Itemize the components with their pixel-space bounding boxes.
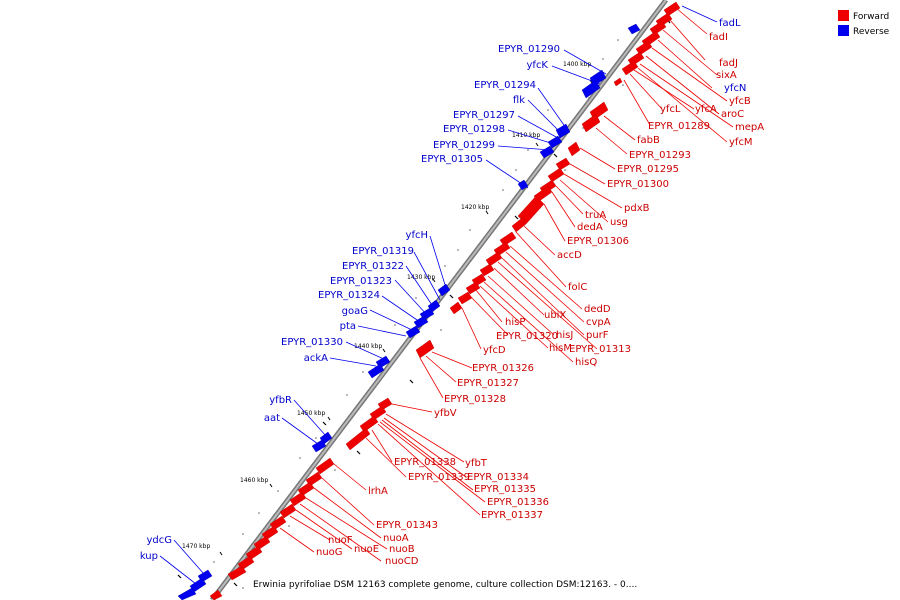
gene-label[interactable]: nuoB bbox=[389, 544, 415, 555]
gene-label[interactable]: nuoCD bbox=[385, 556, 419, 567]
gene-label[interactable]: EPYR_01323 bbox=[330, 276, 392, 287]
gene-tick-marks bbox=[177, 18, 671, 587]
reverse-labels: EPYR_01290 yfcK EPYR_01294 flk EPYR_0129… bbox=[140, 44, 560, 562]
gene-label[interactable]: yfcB bbox=[729, 96, 751, 107]
tick-label: 1450 kbp bbox=[297, 410, 325, 417]
gene-label[interactable]: EPYR_01313 bbox=[569, 344, 631, 355]
gene-label[interactable]: yfcN bbox=[724, 83, 746, 94]
gene-label[interactable]: EPYR_01327 bbox=[457, 378, 519, 389]
legend-forward-swatch bbox=[838, 10, 849, 21]
gene-label[interactable]: EPYR_01300 bbox=[607, 179, 669, 190]
gene-label[interactable]: truA bbox=[585, 210, 606, 221]
gene-label[interactable]: accD bbox=[557, 250, 582, 261]
tick-label: 1430 kbp bbox=[407, 274, 435, 281]
gene-label[interactable]: ydcG bbox=[146, 535, 172, 546]
gene-label[interactable]: nuoA bbox=[383, 533, 409, 544]
gene-label[interactable]: EPYR_01334 bbox=[467, 472, 529, 483]
tick-label: 1440 kbp bbox=[354, 343, 382, 350]
gene-label[interactable]: cvpA bbox=[586, 317, 611, 328]
gene-label[interactable]: EPYR_01338 bbox=[394, 457, 456, 468]
gene-label[interactable]: usg bbox=[610, 217, 628, 228]
gene-label[interactable]: yfcL bbox=[660, 104, 681, 115]
gene-label-fadL[interactable]: fadL bbox=[719, 18, 741, 29]
tick-label: 1400 kbp bbox=[563, 61, 591, 68]
forward-leader-lines bbox=[279, 7, 734, 562]
gene-label[interactable]: EPYR_01335 bbox=[474, 484, 536, 495]
tick-label: 1470 kbp bbox=[182, 543, 210, 550]
gene-label[interactable]: EPYR_01324 bbox=[318, 290, 380, 301]
gene-label[interactable]: fabB bbox=[637, 135, 660, 146]
gene-label[interactable]: kup bbox=[140, 551, 158, 562]
gene-label[interactable]: EPYR_01298 bbox=[443, 124, 505, 135]
gene-label[interactable]: pdxB bbox=[624, 203, 650, 214]
gene-label[interactable]: lrhA bbox=[368, 486, 388, 497]
gene-label[interactable]: folC bbox=[568, 282, 587, 293]
reverse-leader-lines bbox=[159, 5, 718, 585]
gene-label[interactable]: nuoE bbox=[354, 544, 379, 555]
gene-label[interactable]: fadI bbox=[709, 32, 728, 43]
gene-label[interactable]: yfbT bbox=[465, 458, 488, 469]
gene-label[interactable]: flk bbox=[513, 95, 525, 106]
gene-label[interactable]: fadJ bbox=[719, 58, 738, 69]
gene-label[interactable]: hisM bbox=[549, 343, 572, 354]
gene-label[interactable]: hisJ bbox=[556, 330, 573, 341]
gene-label[interactable]: EPYR_01306 bbox=[567, 236, 629, 247]
gene-label[interactable]: nuoG bbox=[316, 547, 343, 558]
legend: Forward Reverse bbox=[838, 10, 890, 37]
gene-label[interactable]: EPYR_01290 bbox=[498, 44, 560, 55]
gene-label[interactable]: EPYR_01328 bbox=[444, 394, 506, 405]
gene-label[interactable]: ackA bbox=[304, 353, 328, 364]
gene-label[interactable]: EPYR_01339 bbox=[408, 472, 470, 483]
gene-label[interactable]: EPYR_01293 bbox=[629, 150, 691, 161]
gene-label[interactable]: mepA bbox=[735, 122, 764, 133]
gene-label[interactable]: EPYR_01289 bbox=[648, 121, 710, 132]
tick-label: 1460 kbp bbox=[240, 477, 268, 484]
gene-label[interactable]: yfcD bbox=[483, 345, 506, 356]
gene-label[interactable]: goaG bbox=[342, 306, 368, 317]
gene-label[interactable]: hisP bbox=[505, 317, 525, 328]
gene-label[interactable]: yfcM bbox=[729, 137, 753, 148]
tick-group: 1400 kbp 1410 kbp 1420 kbp 1430 kbp 1440… bbox=[182, 61, 593, 556]
gene-label[interactable]: EPYR_01330 bbox=[281, 337, 343, 348]
gene-label[interactable]: yfbV bbox=[434, 408, 457, 419]
gene-label[interactable]: EPYR_01336 bbox=[487, 497, 549, 508]
gene-label[interactable]: nuoF bbox=[328, 535, 353, 546]
gene-label[interactable]: EPYR_01295 bbox=[617, 164, 679, 175]
gene-label[interactable]: EPYR_01337 bbox=[481, 510, 543, 521]
forward-gene-blocks bbox=[209, 1, 681, 600]
gene-label[interactable]: EPYR_01343 bbox=[376, 520, 438, 531]
gene-label[interactable]: yfcA bbox=[695, 104, 717, 115]
gene-label[interactable]: EPYR_01322 bbox=[342, 261, 404, 272]
gene-label[interactable]: purF bbox=[586, 330, 609, 341]
gene-label[interactable]: dedD bbox=[584, 304, 611, 315]
gene-label[interactable]: dedA bbox=[577, 222, 603, 233]
gene-label[interactable]: EPYR_01320 bbox=[496, 331, 558, 342]
gene-label[interactable]: yfcK bbox=[527, 60, 549, 71]
gene-label[interactable]: aroC bbox=[721, 109, 744, 120]
gene-label[interactable]: pta bbox=[340, 321, 356, 332]
gene-label[interactable]: yfbR bbox=[269, 395, 292, 406]
legend-forward-label: Forward bbox=[853, 12, 889, 22]
tick-label: 1420 kbp bbox=[461, 204, 489, 211]
gene-label[interactable]: EPYR_01319 bbox=[352, 246, 414, 257]
gene-label[interactable]: EPYR_01305 bbox=[421, 154, 483, 165]
gene-label[interactable]: EPYR_01297 bbox=[453, 110, 515, 121]
gene-label[interactable]: aat bbox=[264, 413, 280, 424]
gene-label[interactable]: ubiX bbox=[544, 310, 566, 321]
gene-label[interactable]: EPYR_01326 bbox=[472, 363, 534, 374]
gene-label[interactable]: EPYR_01299 bbox=[433, 140, 495, 151]
forward-labels: fadL fadI fadJ sixA yfcN yfcB aroC mepA … bbox=[316, 32, 764, 567]
reverse-gene-blocks bbox=[177, 23, 641, 600]
gene-label[interactable]: sixA bbox=[716, 70, 737, 81]
gene-label[interactable]: yfcH bbox=[406, 230, 428, 241]
gene-label[interactable]: hisQ bbox=[575, 357, 597, 368]
genome-caption: Erwinia pyrifoliae DSM 12163 complete ge… bbox=[253, 580, 637, 590]
gene-label[interactable]: EPYR_01294 bbox=[474, 80, 536, 91]
legend-reverse-swatch bbox=[838, 25, 849, 36]
legend-reverse-label: Reverse bbox=[853, 27, 890, 37]
